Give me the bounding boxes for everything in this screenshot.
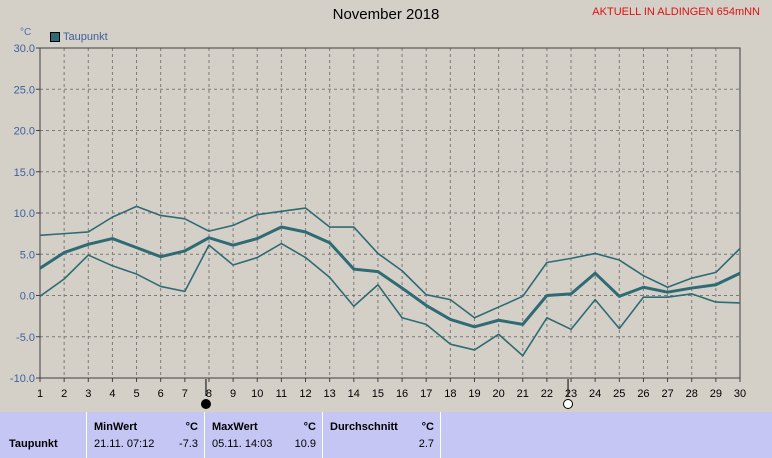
series-line-taupunkt-mittel bbox=[39, 225, 741, 329]
x-tick-label: 7 bbox=[182, 388, 188, 400]
x-tick-label: 13 bbox=[324, 388, 336, 400]
max-value: 10.9 bbox=[294, 438, 316, 450]
avg-header: Durchschnitt bbox=[330, 421, 398, 433]
x-tick-label: 28 bbox=[686, 388, 698, 400]
axes bbox=[36, 47, 741, 382]
y-tick-labels: 30.0 25.0 20.0 15.0 10.0 5.0 0.0 -5.0 -10.0 bbox=[10, 43, 35, 385]
x-tick-label: 26 bbox=[637, 388, 649, 400]
x-tick-label: 22 bbox=[541, 388, 553, 400]
moon-phase-markers bbox=[200, 379, 574, 409]
x-tick-label: 17 bbox=[420, 388, 432, 400]
x-tick-label: 30 bbox=[734, 388, 746, 400]
x-tick-label: 1 bbox=[37, 388, 43, 400]
y-tick-label: 15.0 bbox=[14, 167, 35, 179]
grid bbox=[40, 48, 740, 378]
y-tick-label: 5.0 bbox=[20, 249, 35, 261]
stats-row-label-cell: Taupunkt bbox=[0, 412, 87, 458]
x-tick-label: 6 bbox=[158, 388, 164, 400]
stats-row-label: Taupunkt bbox=[9, 438, 58, 450]
chart-title: November 2018 bbox=[332, 6, 440, 23]
location-label: AKTUELL IN ALDINGEN 654mNN bbox=[592, 6, 760, 18]
x-tick-label: 3 bbox=[85, 388, 91, 400]
y-unit-label: °C bbox=[20, 27, 32, 38]
x-tick-label: 14 bbox=[348, 388, 360, 400]
stats-avg-cell: Durchschnitt °C 2.7 bbox=[323, 412, 441, 458]
stats-max-cell: MaxWert °C 05.11. 14:03 10.9 bbox=[205, 412, 323, 458]
x-tick-label: 29 bbox=[710, 388, 722, 400]
statistics-panel: Taupunkt MinWert °C 21.11. 07:12 -7.3 Ma… bbox=[0, 412, 772, 458]
legend: Taupunkt bbox=[50, 31, 108, 43]
x-tick-label: 12 bbox=[299, 388, 311, 400]
legend-label: Taupunkt bbox=[63, 31, 108, 43]
full-moon-icon bbox=[563, 399, 574, 409]
x-tick-label: 11 bbox=[276, 388, 287, 400]
avg-unit: °C bbox=[421, 421, 434, 433]
x-tick-label: 5 bbox=[133, 388, 139, 400]
max-header: MaxWert bbox=[212, 421, 258, 433]
min-time: 21.11. 07:12 bbox=[94, 438, 155, 450]
avg-value: 2.7 bbox=[418, 438, 434, 450]
x-tick-label: 15 bbox=[372, 388, 384, 400]
x-tick-label: 9 bbox=[230, 388, 236, 400]
y-tick-label: 10.0 bbox=[14, 208, 35, 220]
x-tick-label: 24 bbox=[589, 388, 601, 400]
new-moon-icon bbox=[200, 399, 211, 409]
x-tick-label: 25 bbox=[613, 388, 625, 400]
max-time: 05.11. 14:03 bbox=[212, 438, 273, 450]
x-tick-label: 18 bbox=[444, 388, 456, 400]
x-tick-label: 10 bbox=[251, 388, 263, 400]
min-unit: °C bbox=[185, 421, 198, 433]
min-header: MinWert bbox=[94, 421, 138, 433]
x-tick-label: 8 bbox=[206, 388, 212, 400]
y-tick-label: -10.0 bbox=[10, 373, 35, 385]
x-tick-label: 2 bbox=[61, 388, 67, 400]
x-tick-label: 21 bbox=[517, 388, 529, 400]
legend-swatch bbox=[50, 32, 60, 42]
series-line-taupunkt-max bbox=[39, 205, 741, 319]
x-tick-label: 27 bbox=[661, 388, 673, 400]
y-tick-label: 30.0 bbox=[14, 43, 35, 55]
x-tick-labels: 1 2 3 4 5 6 7 8 9 10 11 12 13 14 15 16 17 18 19 20 21 22 23 24 2… bbox=[37, 388, 746, 400]
x-tick-label: 16 bbox=[396, 388, 408, 400]
y-tick-label: 20.0 bbox=[14, 126, 35, 138]
stats-min-cell: MinWert °C 21.11. 07:12 -7.3 bbox=[87, 412, 205, 458]
y-tick-label: 25.0 bbox=[14, 84, 35, 96]
series-line-taupunkt-min bbox=[39, 242, 741, 357]
max-unit: °C bbox=[303, 421, 316, 433]
series-lines bbox=[39, 205, 741, 357]
x-tick-label: 19 bbox=[468, 388, 480, 400]
x-tick-label: 20 bbox=[492, 388, 504, 400]
y-tick-label: 0.0 bbox=[20, 291, 35, 303]
x-tick-label: 23 bbox=[565, 388, 577, 400]
min-value: -7.3 bbox=[179, 438, 198, 450]
y-tick-label: -5.0 bbox=[16, 332, 35, 344]
x-tick-label: 4 bbox=[109, 388, 115, 400]
